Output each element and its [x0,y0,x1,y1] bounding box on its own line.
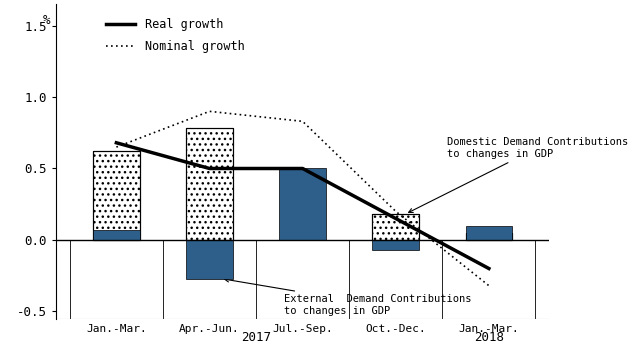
Bar [466,226,512,240]
Text: %: % [43,14,50,27]
Text: 2017: 2017 [241,331,271,344]
Bar [186,240,233,279]
Bar [466,233,512,240]
Bar [93,230,140,240]
Bar [372,214,419,240]
Bar [372,240,419,250]
Bar [186,128,233,240]
Bar [279,169,326,240]
Bar [93,151,140,240]
Legend: Real growth, Nominal growth: Real growth, Nominal growth [101,13,249,58]
Bar [372,214,419,240]
Text: 2018: 2018 [474,331,504,344]
Text: External  Demand Contributions
to changes in GDP: External Demand Contributions to changes… [225,278,472,316]
Bar [186,128,233,240]
Bar [93,151,140,240]
Bar [466,233,512,240]
Text: Domestic Demand Contributions
to changes in GDP: Domestic Demand Contributions to changes… [409,137,628,212]
